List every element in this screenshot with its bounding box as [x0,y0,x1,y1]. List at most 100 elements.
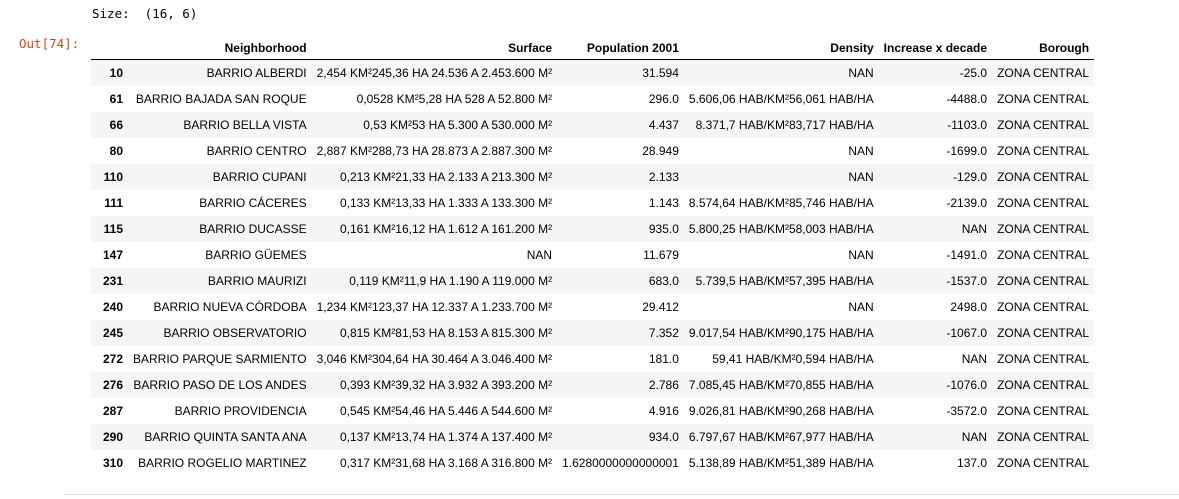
cell-borough: ZONA CENTRAL [997,196,1090,210]
cell-population: 934.0 [648,430,679,444]
cell-borough: ZONA CENTRAL [997,300,1090,314]
cell-population: 296.0 [648,92,679,106]
cell-increase: -1491.0 [946,248,988,262]
dataframe-table: Neighborhood Surface Population 2001 Den… [91,36,1095,476]
cell-surface: 0,53 KM²53 HA 5.300 A 530.000 M² [363,118,553,132]
cell-neighborhood: BARRIO BAJADA SAN ROQUE [135,92,307,106]
cell-borough: ZONA CENTRAL [997,430,1090,444]
cell-borough: ZONA CENTRAL [997,92,1090,106]
cell-increase: -2139.0 [946,196,988,210]
cell-surface: 0,161 KM²16,12 HA 1.612 A 161.200 M² [339,222,553,236]
cell-neighborhood: BARRIO CENTRO [206,144,307,158]
table-row: 276 BARRIO PASO DE LOS ANDES 0,393 KM²39,3… [91,372,1095,398]
table-row: 272 BARRIO PARQUE SARMIENTO 3,046 KM²304,6… [91,346,1094,372]
cell-density: 5.138,89 HAB/KM²51,389 HAB/HA [688,456,874,470]
cell-borough: ZONA CENTRAL [997,144,1090,158]
cell-neighborhood: BARRIO PARQUE SARMIENTO [133,352,307,366]
cell-surface: 0,815 KM²81,53 HA 8.153 A 815.300 M² [339,326,553,340]
cell-increase: -1537.0 [946,274,988,288]
output-prompt: Out[74]: [19,36,80,51]
cell-surface: 0,393 KM²39,32 HA 3.932 A 393.200 M² [339,378,553,392]
row-index: 276 [102,378,123,392]
row-index: 290 [102,430,123,444]
cell-density: 5.739,5 HAB/KM²57,395 HAB/HA [695,274,874,288]
cell-borough: ZONA CENTRAL [997,170,1090,184]
cell-surface: 0,545 KM²54,46 HA 5.446 A 544.600 M² [339,404,553,418]
cell-increase: -25.0 [959,66,988,80]
cell-neighborhood: BARRIO PASO DE LOS ANDES [133,378,307,392]
column-header-surface: Surface [311,36,558,60]
cell-population: 29.412 [642,300,679,314]
table-row: 110 BARRIO CUPANI 0,213 KM²21,33 HA 2.133 … [91,164,1095,190]
row-index: 287 [102,404,123,418]
table-row: 66 BARRIO BELLA VISTA 0,53 KM²53 HA 5.300 … [91,112,1095,138]
table-row: 245 BARRIO OBSERVATORIO 0,815 KM²81,53 HA … [91,320,1095,346]
row-index: 147 [102,248,123,262]
index-header [91,36,128,60]
row-index: 66 [109,118,123,132]
cell-neighborhood: BARRIO BELLA VISTA [183,118,307,132]
row-index: 111 [104,196,123,210]
cell-neighborhood: BARRIO PROVIDENCIA [174,404,307,418]
cell-borough: ZONA CENTRAL [997,248,1090,262]
cell-neighborhood: BARRIO CUPANI [212,170,307,184]
table-row: 231 BARRIO MAURIZI 0,119 KM²11,9 HA 1.190 … [91,268,1095,294]
cell-population: 2.133 [648,170,679,184]
cell-surface: 1,234 KM²123,37 HA 12.337 A 1.233.700 M² [316,300,553,314]
cell-neighborhood: BARRIO GÜEMES [205,248,307,262]
cell-increase: NAN [961,352,988,366]
table-row: 290 BARRIO QUINTA SANTA ANA 0,137 KM²13,74… [91,424,1095,450]
table-row: 115 BARRIO DUCASSE 0,161 KM²16,12 HA 1.612… [91,216,1095,242]
cell-increase: -1103.0 [947,118,988,132]
table-row: 10 BARRIO ALBERDI 2,454 KM²245,36 HA 24.53… [91,59,1095,86]
cell-neighborhood: BARRIO ROGELIO MARTINEZ [138,456,307,470]
cell-increase: -1699.0 [946,144,988,158]
column-header-borough: Borough [992,36,1095,60]
header-row: Neighborhood Surface Population 2001 Den… [91,36,1095,60]
size-output-line: Size: (16, 6) [92,6,198,21]
cell-density: 59,41 HAB/KM²0,594 HAB/HA [712,352,874,366]
cell-density: 6.797,67 HAB/KM²67,977 HAB/HA [688,430,874,444]
cell-increase: NAN [961,430,988,444]
row-index: 10 [109,66,123,80]
cell-population: 1.6280000000000001 [562,456,679,470]
row-index: 310 [102,456,123,470]
cell-neighborhood: BARRIO MAURIZI [207,274,307,288]
row-index: 110 [103,170,123,184]
cell-surface: 0,137 KM²13,74 HA 1.374 A 137.400 M² [339,430,553,444]
cell-density: 7.085,45 HAB/KM²70,855 HAB/HA [688,378,874,392]
table-row: 240 BARRIO NUEVA CÓRDOBA 1,234 KM²123,37 H… [91,294,1094,320]
cell-surface: 3,046 KM²304,64 HA 30.464 A 3.046.400 M² [316,352,553,366]
cell-neighborhood: BARRIO NUEVA CÓRDOBA [153,300,307,314]
cell-neighborhood: BARRIO OBSERVATORIO [163,326,307,340]
row-index: 115 [103,222,123,236]
cell-density: NAN [848,170,874,184]
cell-density: 8.574,64 HAB/KM²85,746 HAB/HA [688,196,874,210]
cell-increase: 2498.0 [950,300,988,314]
column-header-increase: Increase x decade [878,36,993,60]
cell-neighborhood: BARRIO CÁCERES [199,196,307,210]
cell-population: 683.0 [648,274,679,288]
cell-borough: ZONA CENTRAL [997,456,1090,470]
cell-density: 5.606,06 HAB/KM²56,061 HAB/HA [688,92,874,106]
cell-density: 5.800,25 HAB/KM²58,003 HAB/HA [688,222,874,236]
table-row: 111 BARRIO CÁCERES 0,133 KM²13,33 HA 1.333… [91,190,1094,216]
row-index: 231 [102,274,123,288]
cell-density: NAN [848,144,874,158]
cell-increase: -3572.0 [946,404,988,418]
cell-population: 2.786 [648,378,679,392]
cell-increase: -4488.0 [946,92,988,106]
row-index: 245 [102,326,123,340]
row-index: 61 [109,92,123,106]
cell-surface: NAN [526,248,553,262]
cell-borough: ZONA CENTRAL [997,326,1090,340]
cell-borough: ZONA CENTRAL [997,118,1090,132]
cell-borough: ZONA CENTRAL [997,66,1090,80]
cell-neighborhood: BARRIO DUCASSE [199,222,307,236]
cell-neighborhood: BARRIO ALBERDI [206,66,307,80]
cell-increase: -1067.0 [946,326,988,340]
cell-density: 8.371,7 HAB/KM²83,717 HAB/HA [695,118,874,132]
cell-borough: ZONA CENTRAL [997,352,1090,366]
cell-population: 28.949 [642,144,679,158]
cell-surface: 2,887 KM²288,73 HA 28.873 A 2.887.300 M² [316,144,553,158]
